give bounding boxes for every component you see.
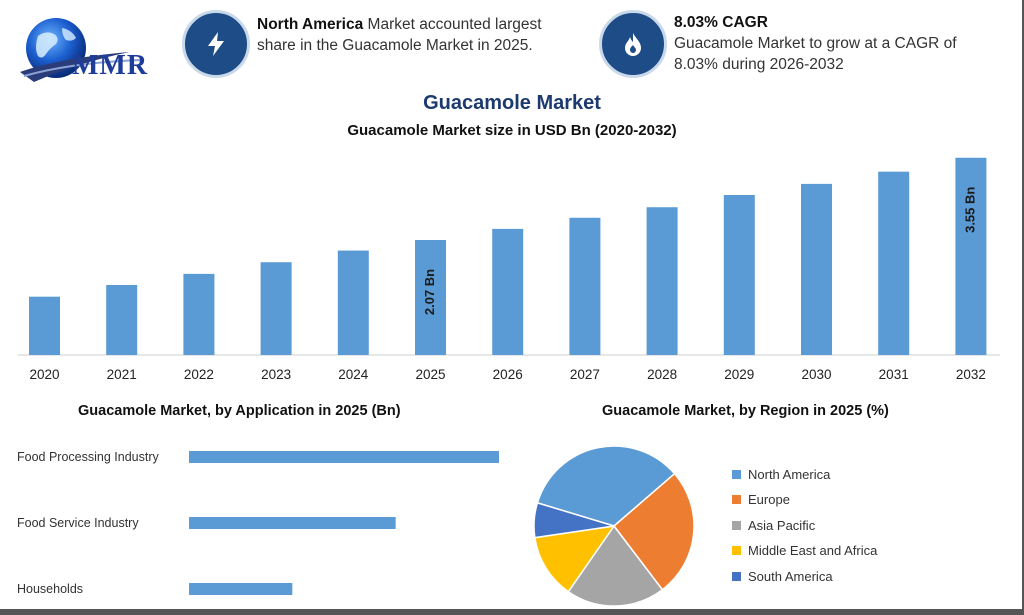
- pie-slice-europe: [612, 472, 695, 591]
- stat-description: Market accounted largest share in the Gu…: [257, 16, 542, 54]
- stat-highlight: 8.03% CAGR: [674, 14, 768, 31]
- application-bar-2: [189, 583, 293, 595]
- bar-2023: [260, 262, 292, 355]
- legend-europe: Europe: [732, 492, 790, 507]
- bar-2028: [646, 207, 678, 355]
- stat-highlight: North America: [257, 16, 364, 33]
- legend-swatch: [732, 572, 741, 581]
- application-bar-chart: [189, 451, 499, 595]
- flame-icon: [599, 10, 667, 78]
- legend-swatch: [732, 495, 741, 504]
- legend-middle-east-africa: Middle East and Africa: [732, 543, 877, 558]
- x-tick-label: 2031: [879, 367, 909, 382]
- x-tick-label: 2021: [107, 367, 137, 382]
- x-tick-label: 2023: [261, 367, 291, 382]
- bar-2029: [723, 195, 755, 355]
- x-tick-label: 2022: [184, 367, 214, 382]
- x-tick-label: 2020: [29, 367, 59, 382]
- data-label: 3.55 Bn: [962, 187, 977, 233]
- x-tick-label: 2024: [338, 367, 369, 382]
- legend-label: North America: [748, 467, 831, 482]
- legend-asia-pacific: Asia Pacific: [732, 518, 815, 533]
- x-tick-label: 2028: [647, 367, 677, 382]
- application-label-food-service: Food Service Industry: [17, 516, 139, 530]
- x-tick-label: 2027: [570, 367, 600, 382]
- application-bar-0: [189, 451, 499, 463]
- bar-2020: [29, 296, 60, 355]
- bar-2032: [955, 157, 987, 355]
- bar-2031: [878, 171, 910, 355]
- legend-label: Middle East and Africa: [748, 543, 878, 558]
- x-tick-label: 2025: [415, 367, 445, 382]
- bar-2025: [415, 240, 446, 355]
- data-label: 2.07 Bn: [422, 269, 437, 315]
- application-chart-title: Guacamole Market, by Application in 2025…: [78, 403, 401, 419]
- application-label-food-processing: Food Processing Industry: [17, 450, 159, 464]
- x-tick-label: 2032: [956, 367, 986, 382]
- mmr-logo-globe: [20, 18, 145, 82]
- region-chart-title: Guacamole Market, by Region in 2025 (%): [602, 403, 889, 419]
- legend-swatch: [732, 546, 741, 555]
- main-title: Guacamole Market: [423, 92, 601, 114]
- x-tick-label: 2029: [724, 367, 754, 382]
- bar-2026: [492, 228, 524, 355]
- x-tick-label: 2030: [801, 367, 831, 382]
- pie-slice-asia-pacific: [567, 524, 664, 607]
- bar-2021: [106, 285, 138, 355]
- legend-label: South America: [748, 569, 833, 584]
- application-bar-1: [189, 517, 396, 529]
- region-pie-chart: [533, 445, 695, 607]
- legend-north-america: North America: [732, 467, 830, 482]
- logo-text: MMR: [72, 50, 149, 81]
- bar-2030: [801, 183, 832, 355]
- legend-swatch: [732, 521, 741, 530]
- lightning-icon: [182, 10, 250, 78]
- stat-description: Guacamole Market to grow at a CAGR of 8.…: [674, 35, 957, 73]
- pie-slice-south-america: [533, 501, 615, 539]
- bar-2022: [183, 273, 215, 355]
- legend-label: Asia Pacific: [748, 518, 816, 533]
- stat-cagr: 8.03% CAGR Guacamole Market to grow at a…: [674, 12, 974, 75]
- bar-2027: [569, 217, 601, 355]
- bar-2024: [337, 250, 369, 355]
- legend-label: Europe: [748, 492, 790, 507]
- legend-south-america: South America: [732, 569, 833, 584]
- chart-subtitle: Guacamole Market size in USD Bn (2020-20…: [347, 122, 677, 139]
- market-size-bar-chart: 2020 2021 2022 2023 2024 2025 2.07 Bn 2026 2027 2…: [18, 157, 1000, 382]
- x-tick-label: 2026: [493, 367, 523, 382]
- legend-swatch: [732, 470, 741, 479]
- pie-slice-middle-east-and-africa: [534, 525, 616, 593]
- stat-north-america: North America Market accounted largest s…: [257, 14, 577, 56]
- pie-slice-north-america: [536, 445, 676, 527]
- application-label-households: Households: [17, 582, 84, 596]
